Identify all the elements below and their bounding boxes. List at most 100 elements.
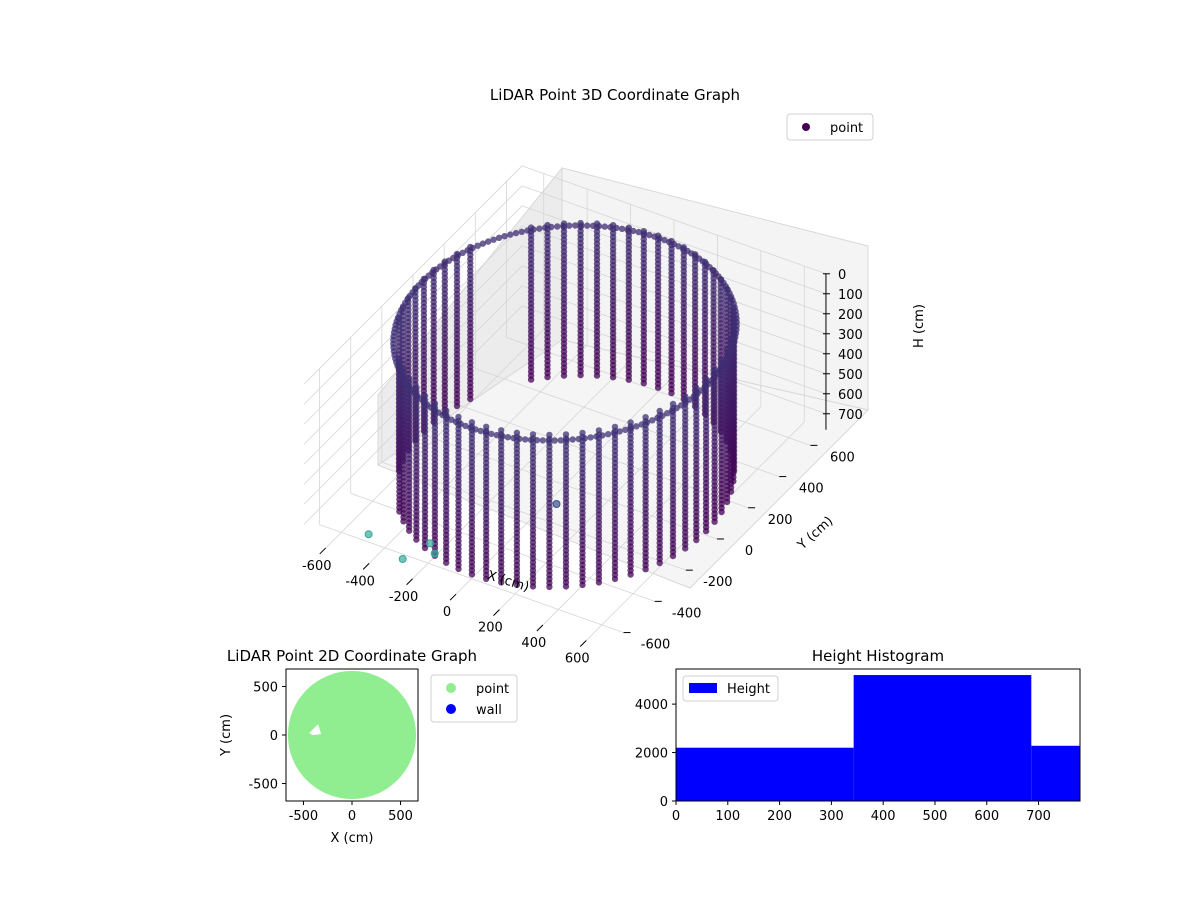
legend-3d: point (786, 113, 874, 141)
cloud-point-3d (551, 437, 558, 444)
cloud-point-3d (467, 243, 474, 251)
legend-histogram-frame (682, 675, 779, 702)
z-tick-label-3d-1: 100 (838, 288, 863, 303)
cloud-point-3d (495, 234, 503, 241)
cloud-point-3d (664, 410, 671, 417)
y-tick-label-3d-3: 0 (745, 544, 753, 559)
x-tick-3d-3 (449, 593, 457, 601)
cloud-point-3d (468, 419, 476, 426)
cloud-point-3d (441, 258, 448, 265)
legend-2d-wall-label: wall (476, 703, 502, 718)
y-axis-label-3d: Y (cm) (794, 514, 836, 554)
cloud-point-3d (516, 435, 523, 442)
cloud-point-3d (498, 427, 505, 434)
cloud-point-3d (638, 421, 645, 428)
histogram-bars (676, 675, 1080, 801)
x-tick-label-hist-1: 100 (715, 809, 740, 824)
x-axis-label-2d: X (cm) (331, 831, 374, 846)
grid-left-z-0 (303, 165, 523, 385)
outlier-point-3d-1 (426, 539, 434, 548)
cloud-point-3d (643, 419, 651, 426)
cloud-point-3d (680, 244, 687, 251)
x-tick-3d-2 (406, 578, 413, 586)
cloud-point-3d (420, 275, 428, 283)
cloud-point-3d (396, 356, 403, 363)
point-cloud-2d-gap (309, 724, 322, 736)
legend-histogram-label: Height (727, 682, 770, 697)
grid-floor-y-0 (319, 524, 624, 633)
cloud-point-3d (395, 315, 403, 322)
cloud-point-3d (599, 432, 606, 439)
cloud-point-3d (462, 422, 469, 430)
z-tick-label-3d-7: 700 (838, 408, 863, 423)
y-tick-label-3d-6: 600 (830, 450, 855, 465)
cloud-point-3d (455, 413, 462, 421)
y-tick-label-3d-5: 400 (799, 482, 824, 497)
cloud-point-3d (562, 431, 570, 438)
cloud-point-3d (609, 222, 617, 229)
x-tick-label-3d-6: 600 (565, 651, 590, 666)
cloud-point-3d (577, 219, 584, 227)
x-tick-3d-4 (493, 609, 500, 616)
cloud-point-3d (539, 437, 546, 444)
outlier-point-3d-4 (552, 500, 561, 508)
legend-3d-marker (802, 123, 810, 131)
cloud-point-3d (649, 417, 656, 424)
histogram-bar-1 (853, 675, 1032, 801)
y-tick-label-hist-0: 0 (660, 795, 668, 810)
cloud-point-3d (482, 429, 490, 436)
legend-2d-wall-marker (446, 704, 456, 714)
cloud-point-3d (627, 425, 635, 432)
plot-3d-title: LiDAR Point 3D Coordinate Graph (490, 86, 740, 104)
plot-2d: LiDAR Point 2D Coordinate Graph -500 0 500… (219, 647, 518, 846)
point-cloud-2d (287, 670, 417, 800)
y-tick-label-3d-1: -400 (672, 606, 702, 621)
grid-back-z-0 (521, 165, 827, 275)
x-tick-label-3d-5: 400 (521, 636, 546, 651)
cloud-point-3d (584, 222, 591, 229)
histogram-bar-2 (1031, 745, 1080, 801)
cloud-point-3d (474, 242, 481, 249)
z-tick-label-3d-0: 0 (838, 268, 846, 283)
y-tick-label-2d-1: 0 (270, 729, 278, 744)
cloud-point-3d (536, 225, 543, 232)
x-tick-label-hist-7: 700 (1026, 809, 1051, 824)
cloud-point-3d (400, 366, 407, 373)
cloud-point-3d (693, 384, 700, 392)
cloud-point-3d (627, 419, 634, 426)
z-tick-label-3d-4: 400 (838, 348, 863, 363)
cloud-point-3d (572, 222, 579, 229)
x-tick-label-hist-5: 500 (923, 809, 948, 824)
cloud-point-3d (405, 294, 412, 302)
cloud-point-3d (579, 429, 586, 437)
cloud-point-3d (718, 356, 725, 364)
cloud-point-3d (472, 426, 479, 433)
cloud-point-3d (581, 435, 588, 442)
cloud-point-3d (622, 426, 629, 433)
cloud-point-3d (566, 222, 573, 229)
cloud-point-3d (477, 427, 484, 435)
cloud-point-3d (483, 423, 490, 430)
legend-3d-label: point (830, 121, 863, 136)
cloud-point-3d (618, 225, 626, 232)
cloud-point-3d (654, 232, 662, 239)
x-tick-label-2d-1: 0 (348, 809, 356, 824)
cloud-point-3d (467, 424, 474, 431)
legend-2d-point-label: point (476, 682, 509, 697)
cloud-point-3d (430, 266, 437, 274)
y-tick-label-3d-2: -200 (703, 575, 733, 590)
pane-floor (376, 339, 869, 589)
cloud-point-3d (730, 305, 737, 312)
cloud-point-3d (529, 431, 537, 438)
cloud-point-3d (557, 437, 564, 444)
outlier-point-3d-0 (364, 530, 373, 539)
z-tick-label-3d-5: 500 (838, 368, 863, 383)
legend-histogram-swatch (689, 683, 717, 693)
ticks-histogram: 0 100 200 300 400 500 600 700 0 2000 4000 (635, 698, 1051, 824)
legend-2d-point-marker (446, 683, 456, 693)
x-tick-label-hist-3: 300 (819, 809, 844, 824)
cloud-point-3d (635, 228, 642, 236)
cloud-point-3d (659, 412, 666, 419)
z-axis-label-3d: H (cm) (912, 304, 927, 348)
